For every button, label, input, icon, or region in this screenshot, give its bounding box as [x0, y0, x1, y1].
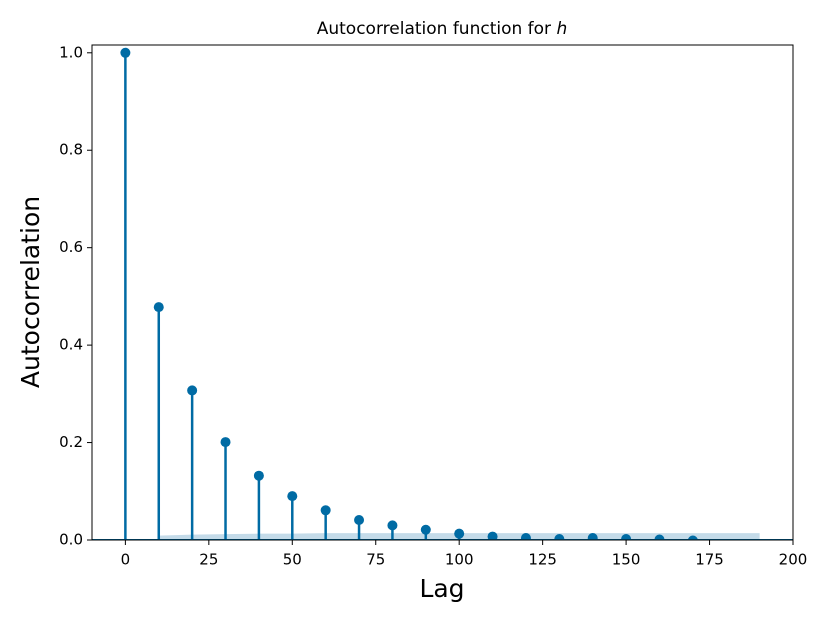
y-tick-label: 0.4: [59, 336, 83, 354]
y-tick-label: 0.0: [59, 531, 83, 549]
x-axis-label: Lag: [419, 574, 464, 603]
x-tick-label: 200: [779, 551, 808, 569]
point: [454, 528, 465, 539]
point: [654, 534, 665, 540]
point: [320, 505, 331, 516]
point: [287, 491, 298, 502]
point: [621, 534, 632, 540]
y-tick-label: 0.2: [59, 433, 83, 451]
point: [220, 437, 231, 448]
x-tick-label: 25: [199, 551, 218, 569]
point: [187, 385, 198, 396]
title-text: Autocorrelation function for: [317, 19, 551, 39]
point: [487, 531, 498, 540]
x-tick-label: 50: [283, 551, 302, 569]
point: [354, 515, 365, 526]
x-tick-label: 175: [695, 551, 724, 569]
point: [587, 533, 598, 540]
y-tick-label: 0.8: [59, 141, 83, 159]
y-tick-label: 1.0: [59, 43, 83, 61]
point: [554, 534, 565, 540]
x-tick-label: 100: [445, 551, 474, 569]
y-axis-label: Autocorrelation: [16, 196, 45, 388]
x-tick-label: 150: [612, 551, 641, 569]
point: [120, 47, 131, 58]
y-tick-label: 0.6: [59, 238, 83, 256]
point: [253, 470, 264, 481]
point: [153, 302, 164, 313]
plot-frame: [91, 44, 794, 541]
chart-title: Autocorrelation function for h: [317, 19, 568, 39]
x-tick-label: 0: [121, 551, 131, 569]
title-variable: h: [556, 19, 567, 39]
point: [687, 535, 698, 540]
x-tick-label: 75: [366, 551, 385, 569]
point: [420, 524, 431, 535]
point: [520, 533, 531, 540]
plot-area: [92, 47, 793, 540]
point: [387, 520, 398, 531]
x-tick-label: 125: [528, 551, 557, 569]
